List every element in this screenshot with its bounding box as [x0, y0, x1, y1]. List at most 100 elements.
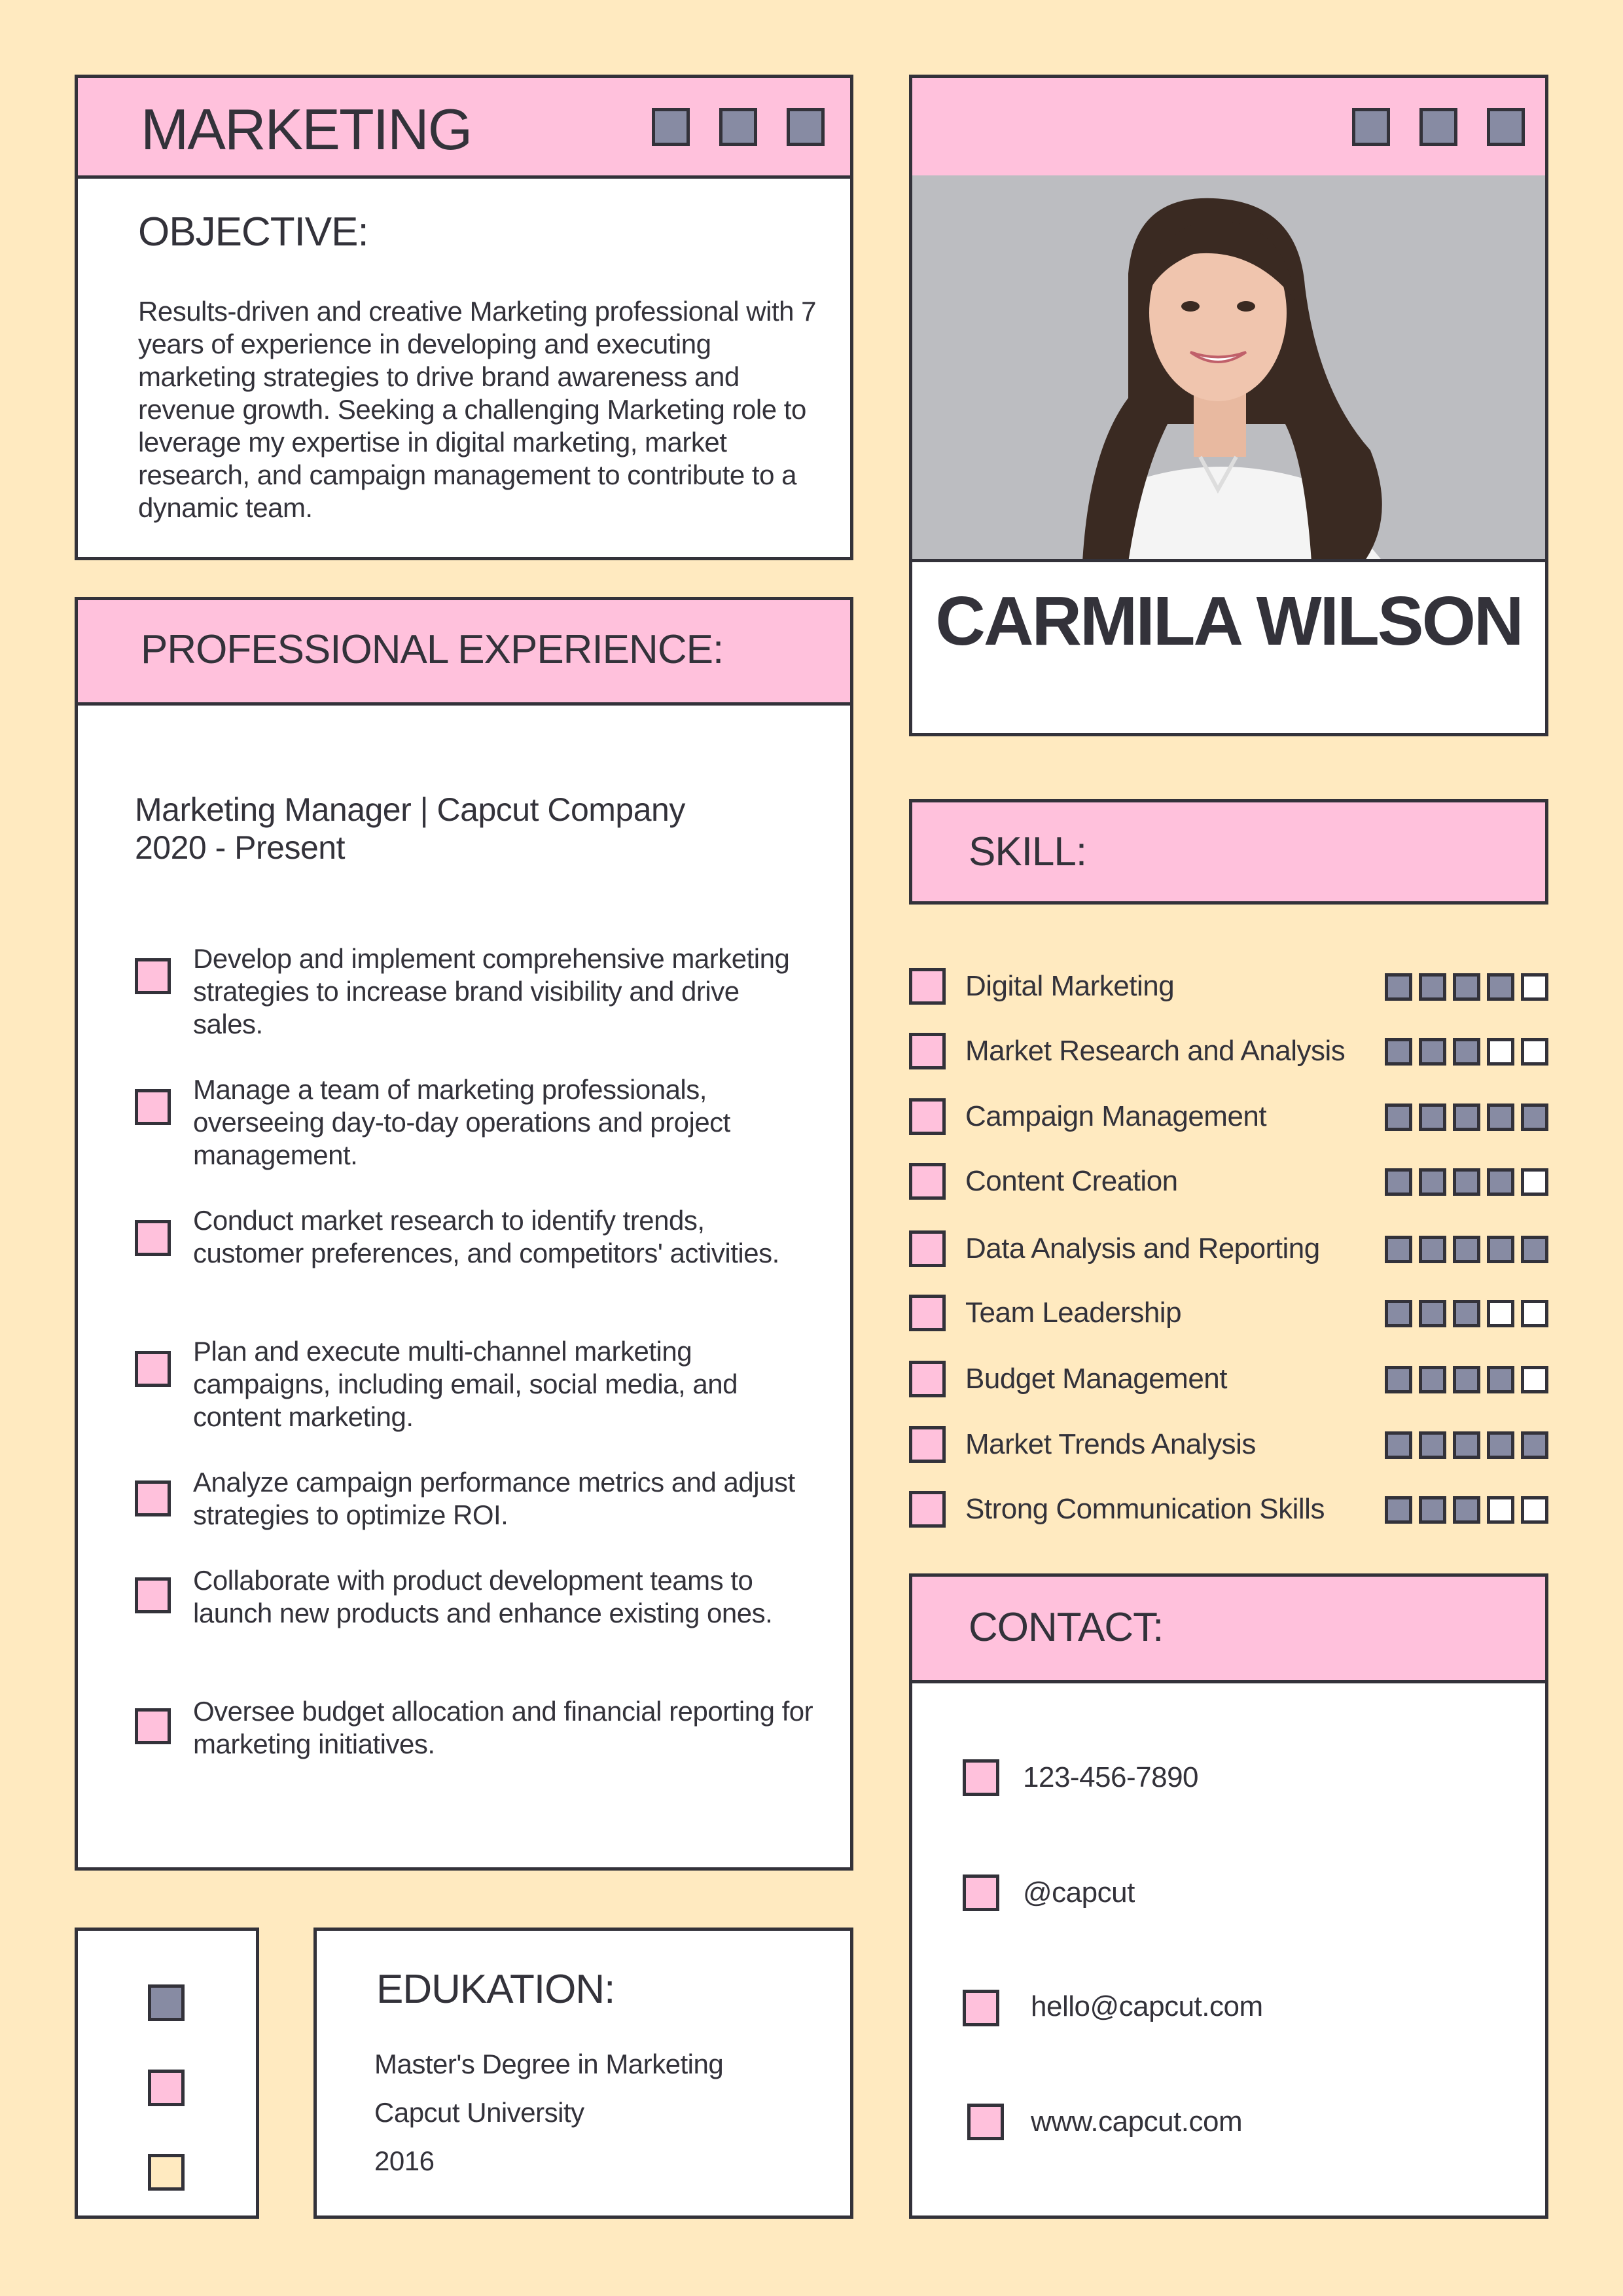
rating-filled-square-icon: [1419, 1038, 1446, 1066]
rating-empty-square-icon: [1487, 1300, 1514, 1327]
rating-filled-square-icon: [1453, 1366, 1480, 1393]
rating-empty-square-icon: [1521, 1300, 1548, 1327]
decor-card: [75, 1928, 259, 2219]
portrait-photo-icon: [1082, 198, 1382, 559]
decor-square-icon: [787, 108, 825, 146]
skill-rating: [1385, 1431, 1548, 1459]
email-icon: [963, 1990, 999, 2026]
contact-website[interactable]: www.capcut.com: [1031, 2106, 1243, 2138]
decor-square-icon: [148, 2154, 185, 2191]
rating-filled-square-icon: [1385, 1431, 1412, 1459]
rating-empty-square-icon: [1521, 1038, 1548, 1066]
contact-header: CONTACT:: [912, 1577, 1545, 1683]
education-heading: EDUKATION:: [376, 1967, 615, 2012]
rating-empty-square-icon: [1521, 1366, 1548, 1393]
skill-row: Campaign Management: [909, 1097, 1548, 1136]
rating-filled-square-icon: [1487, 973, 1514, 1001]
skill-bullet-square-icon: [909, 1295, 946, 1331]
rating-filled-square-icon: [1521, 1431, 1548, 1459]
rating-filled-square-icon: [1419, 1431, 1446, 1459]
skill-row: Market Trends Analysis: [909, 1425, 1548, 1464]
skill-rating: [1385, 1038, 1548, 1066]
skill-label: Market Research and Analysis: [965, 1035, 1346, 1067]
rating-filled-square-icon: [1453, 1168, 1480, 1196]
contact-heading: CONTACT:: [969, 1605, 1164, 1650]
title-bar: MARKETING: [78, 78, 850, 179]
rating-filled-square-icon: [1453, 1038, 1480, 1066]
skill-bullet-square-icon: [909, 1230, 946, 1267]
skill-rating: [1385, 1496, 1548, 1524]
skill-label: Campaign Management: [965, 1100, 1267, 1132]
decor-square-icon: [1352, 108, 1390, 146]
objective-heading: OBJECTIVE:: [138, 209, 369, 255]
objective-card: MARKETING OBJECTIVE: Results-driven and …: [75, 75, 853, 560]
decor-square-icon: [1419, 108, 1457, 146]
contact-email[interactable]: hello@capcut.com: [1031, 1990, 1263, 2022]
rating-filled-square-icon: [1521, 1236, 1548, 1263]
skill-label: Data Analysis and Reporting: [965, 1232, 1320, 1265]
rating-filled-square-icon: [1487, 1168, 1514, 1196]
education-year: 2016: [374, 2145, 435, 2176]
skill-row: Team Leadership: [909, 1293, 1548, 1333]
rating-empty-square-icon: [1487, 1038, 1514, 1066]
skill-label: Strong Communication Skills: [965, 1493, 1325, 1525]
rating-filled-square-icon: [1385, 1103, 1412, 1131]
objective-text: Results-driven and creative Marketing pr…: [138, 296, 817, 523]
rating-filled-square-icon: [1521, 1103, 1548, 1131]
skill-label: Content Creation: [965, 1165, 1178, 1197]
contact-social[interactable]: @capcut: [1023, 1876, 1135, 1909]
rating-empty-square-icon: [1521, 973, 1548, 1001]
skill-bullet-square-icon: [909, 1163, 946, 1200]
skill-row: Market Research and Analysis: [909, 1031, 1548, 1071]
rating-empty-square-icon: [1487, 1496, 1514, 1524]
rating-filled-square-icon: [1385, 1168, 1412, 1196]
bullet-square-icon: [135, 1220, 171, 1256]
experience-card: PROFESSIONAL EXPERIENCE:: [75, 597, 853, 1871]
rating-filled-square-icon: [1453, 1496, 1480, 1524]
education-degree: Master's Degree in Marketing: [374, 2049, 724, 2079]
profile-photo: [912, 175, 1545, 562]
bullet-square-icon: [135, 1351, 171, 1387]
rating-filled-square-icon: [1385, 1366, 1412, 1393]
skill-header: SKILL:: [909, 799, 1548, 905]
website-icon: [967, 2104, 1004, 2140]
rating-filled-square-icon: [1453, 1236, 1480, 1263]
rating-filled-square-icon: [1419, 1103, 1446, 1131]
experience-bullet: Oversee budget allocation and financial …: [193, 1696, 813, 1759]
skill-row: Strong Communication Skills: [909, 1490, 1548, 1529]
social-icon: [963, 1874, 999, 1911]
job-period: 2020 - Present: [135, 829, 345, 866]
rating-filled-square-icon: [1419, 1236, 1446, 1263]
skill-bullet-square-icon: [909, 1098, 946, 1135]
rating-filled-square-icon: [1419, 1496, 1446, 1524]
experience-bullet: Conduct market research to identify tren…: [193, 1205, 779, 1268]
rating-filled-square-icon: [1487, 1431, 1514, 1459]
skill-label: Budget Management: [965, 1363, 1228, 1395]
skill-bullet-square-icon: [909, 1491, 946, 1528]
bullet-square-icon: [135, 1089, 171, 1125]
skill-label: Digital Marketing: [965, 970, 1175, 1002]
skill-bullet-square-icon: [909, 1361, 946, 1397]
rating-filled-square-icon: [1419, 1168, 1446, 1196]
rating-filled-square-icon: [1419, 1366, 1446, 1393]
skill-label: Market Trends Analysis: [965, 1428, 1256, 1460]
job-title: Marketing Manager | Capcut Company: [135, 791, 685, 828]
skill-bullet-square-icon: [909, 1033, 946, 1069]
rating-empty-square-icon: [1521, 1168, 1548, 1196]
experience-bullet: Collaborate with product development tea…: [193, 1565, 773, 1628]
decor-square-icon: [652, 108, 690, 146]
experience-bullet: Develop and implement comprehensive mark…: [193, 943, 790, 1039]
rating-filled-square-icon: [1385, 1236, 1412, 1263]
decor-square-icon: [148, 2070, 185, 2106]
skill-bullet-square-icon: [909, 968, 946, 1005]
education-school: Capcut University: [374, 2097, 584, 2128]
bullet-square-icon: [135, 1480, 171, 1516]
candidate-name: CARMILA WILSON: [935, 583, 1524, 660]
skill-heading: SKILL:: [969, 829, 1087, 874]
skill-row: Data Analysis and Reporting: [909, 1229, 1548, 1268]
rating-filled-square-icon: [1385, 1496, 1412, 1524]
bullet-square-icon: [135, 1577, 171, 1613]
decor-square-icon: [719, 108, 757, 146]
contact-phone[interactable]: 123-456-7890: [1023, 1761, 1199, 1793]
rating-filled-square-icon: [1453, 1103, 1480, 1131]
